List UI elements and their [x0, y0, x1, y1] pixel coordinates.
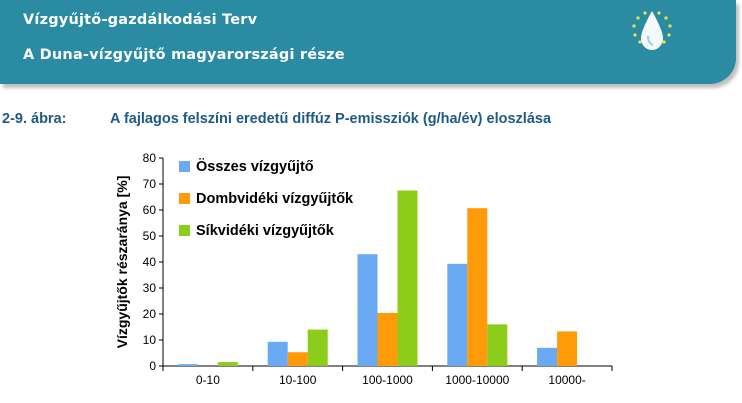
y-tick-label: 50 — [143, 229, 157, 243]
y-tick-label: 20 — [143, 307, 157, 321]
y-axis-label: Vízgyűjtők részaránya [%] — [114, 176, 130, 349]
x-tick-label: 10-100 — [279, 373, 317, 387]
legend-label-0: Összes vízgyűjtő — [196, 158, 314, 175]
bar-0-10-series-2 — [217, 362, 238, 366]
y-tick-label: 0 — [149, 359, 156, 373]
bar-10000--series-1 — [557, 331, 578, 366]
legend-swatch-2 — [179, 225, 190, 236]
bar-1000-10000-series-1 — [467, 208, 488, 366]
bar-chart: 0 10 20 30 40 50 60 70 80 Vízgyűjtők részaránya [… — [114, 151, 613, 387]
bar-100-1000-series-1 — [377, 312, 398, 366]
legend-label-2: Síkvidéki vízgyűjtők — [196, 223, 335, 239]
bar-10-100-series-1 — [287, 352, 308, 366]
y-tick-label: 70 — [143, 177, 157, 191]
figure-caption: A fajlagos felszíni eredetű diffúz P-emi… — [110, 111, 552, 127]
x-tick-label: 100-1000 — [362, 373, 413, 387]
bar-100-1000-series-0 — [357, 254, 378, 366]
x-tick-label: 1000-10000 — [445, 373, 509, 387]
water-drop-stars-icon — [632, 11, 672, 50]
legend-swatch-1 — [179, 193, 190, 204]
bar-0-10-series-0 — [177, 364, 198, 366]
y-tick-label: 80 — [143, 151, 157, 165]
x-tick-label: 10000- — [548, 373, 585, 387]
header-title: Vízgyűjtő-gazdálkodási Terv — [23, 12, 258, 28]
bar-1000-10000-series-2 — [487, 324, 508, 366]
bar-10-100-series-2 — [307, 329, 328, 366]
document-header: Vízgyűjtő-gazdálkodási Terv A Duna-vízgy… — [0, 0, 736, 84]
bar-100-1000-series-2 — [397, 190, 418, 366]
y-tick-label: 60 — [143, 203, 157, 217]
bar-1000-10000-series-0 — [447, 263, 468, 366]
y-tick-label: 10 — [143, 333, 157, 347]
bar-10-100-series-0 — [267, 341, 288, 366]
figure-number: 2-9. ábra: — [2, 111, 67, 127]
header-subtitle: A Duna-vízgyűjtő magyarországi része — [23, 47, 345, 63]
x-tick-label: 0-10 — [196, 373, 220, 387]
y-tick-label: 30 — [143, 281, 157, 295]
legend-label-1: Dombvidéki vízgyűjtők — [196, 191, 354, 207]
legend-swatch-0 — [179, 161, 190, 172]
bar-10000--series-0 — [537, 347, 558, 366]
y-tick-label: 40 — [143, 255, 157, 269]
